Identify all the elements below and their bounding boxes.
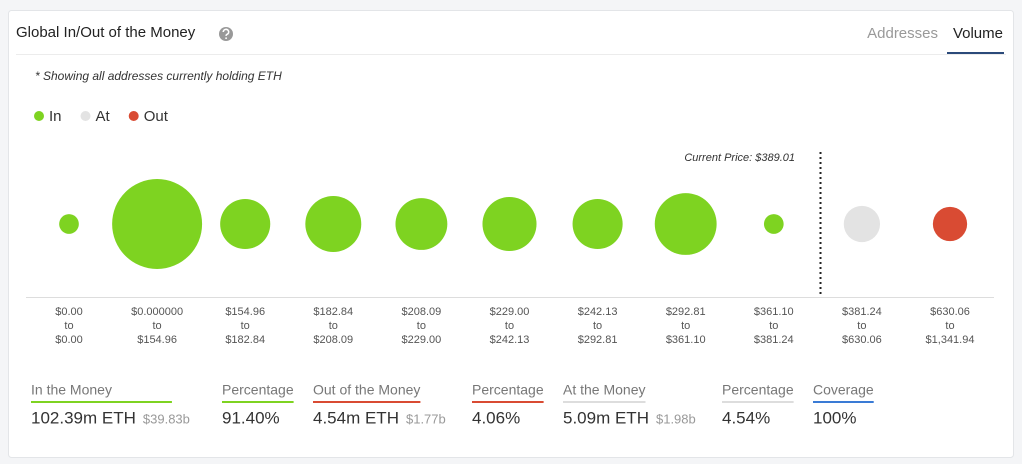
stat-value: 4.54m ETH xyxy=(313,408,399,427)
stat-label: Percentage xyxy=(722,382,794,398)
x-range-from: $361.10 xyxy=(754,306,794,318)
help-icon[interactable] xyxy=(219,27,233,41)
stat-value: 100% xyxy=(813,408,856,427)
bubble xyxy=(932,206,968,242)
x-range-to-word: to xyxy=(64,320,73,332)
bubble xyxy=(763,214,784,234)
stat-sub: $1.98b xyxy=(656,411,696,426)
x-range-to-word: to xyxy=(241,320,250,332)
stat-sub: $1.77b xyxy=(406,411,446,426)
x-range-from: $182.84 xyxy=(313,306,353,318)
bubble xyxy=(220,198,271,250)
bubble xyxy=(112,179,203,269)
bubble xyxy=(395,198,448,250)
bubble xyxy=(843,205,881,243)
x-range-from: $208.09 xyxy=(402,306,442,318)
bubble xyxy=(482,196,537,252)
x-range-to: $182.84 xyxy=(225,334,265,346)
stat-label: At the Money xyxy=(563,382,646,398)
x-range-to: $292.81 xyxy=(578,334,618,346)
x-range-from: $154.96 xyxy=(225,306,265,318)
x-range-to: $154.96 xyxy=(137,334,177,346)
x-range-to: $229.00 xyxy=(402,334,442,346)
x-range-to: $361.10 xyxy=(666,334,706,346)
stat-sub: $39.83b xyxy=(143,411,190,426)
title: Global In/Out of the Money xyxy=(16,24,196,41)
legend-label: In xyxy=(49,108,62,125)
x-range-to: $381.24 xyxy=(754,334,794,346)
current-price: Current Price: $389.01 xyxy=(684,152,795,164)
x-range-from: $292.81 xyxy=(666,306,706,318)
x-range-to-word: to xyxy=(505,320,514,332)
x-range-to: $208.09 xyxy=(313,334,353,346)
tab-active[interactable]: Volume xyxy=(953,25,1003,42)
stat-value: 102.39m ETH xyxy=(31,408,136,427)
x-range-to-word: to xyxy=(593,320,602,332)
bubble xyxy=(305,196,362,252)
x-range-to-word: to xyxy=(857,320,866,332)
stat-label: In the Money xyxy=(31,382,112,398)
x-range-to-word: to xyxy=(329,320,338,332)
x-range-from: $0.000000 xyxy=(131,306,183,318)
x-range-to: $0.00 xyxy=(55,334,83,346)
x-range-to: $242.13 xyxy=(490,334,530,346)
x-range-from: $242.13 xyxy=(578,306,618,318)
stat-value: 5.09m ETH xyxy=(563,408,649,427)
legend-swatch xyxy=(80,111,91,121)
x-range-to-word: to xyxy=(417,320,426,332)
stat-value: 91.40% xyxy=(222,408,280,427)
legend-label: Out xyxy=(144,108,169,125)
x-range-to: $1,341.94 xyxy=(926,334,975,346)
legend-swatch xyxy=(128,111,139,121)
x-range-from: $630.06 xyxy=(930,306,970,318)
x-range-to-word: to xyxy=(681,320,690,332)
x-range-to: $630.06 xyxy=(842,334,882,346)
stat-value: 4.54% xyxy=(722,408,770,427)
stat-value: 4.06% xyxy=(472,408,520,427)
x-range-to-word: to xyxy=(153,320,162,332)
bubble xyxy=(572,198,623,250)
x-range-to-word: to xyxy=(945,320,954,332)
note: * Showing all addresses currently holdin… xyxy=(35,69,282,83)
x-range-to-word: to xyxy=(769,320,778,332)
x-range-from: $229.00 xyxy=(490,306,530,318)
stat-label: Coverage xyxy=(813,382,874,398)
stat-label: Percentage xyxy=(472,382,544,398)
x-range-from: $381.24 xyxy=(842,306,882,318)
stat-label: Percentage xyxy=(222,382,294,398)
bubble xyxy=(59,214,79,234)
tab[interactable]: Addresses xyxy=(867,25,938,42)
x-range-from: $0.00 xyxy=(55,306,83,318)
stat-label: Out of the Money xyxy=(313,382,420,398)
legend-label: At xyxy=(96,108,111,125)
legend-swatch xyxy=(34,111,44,121)
bubble xyxy=(654,193,717,255)
